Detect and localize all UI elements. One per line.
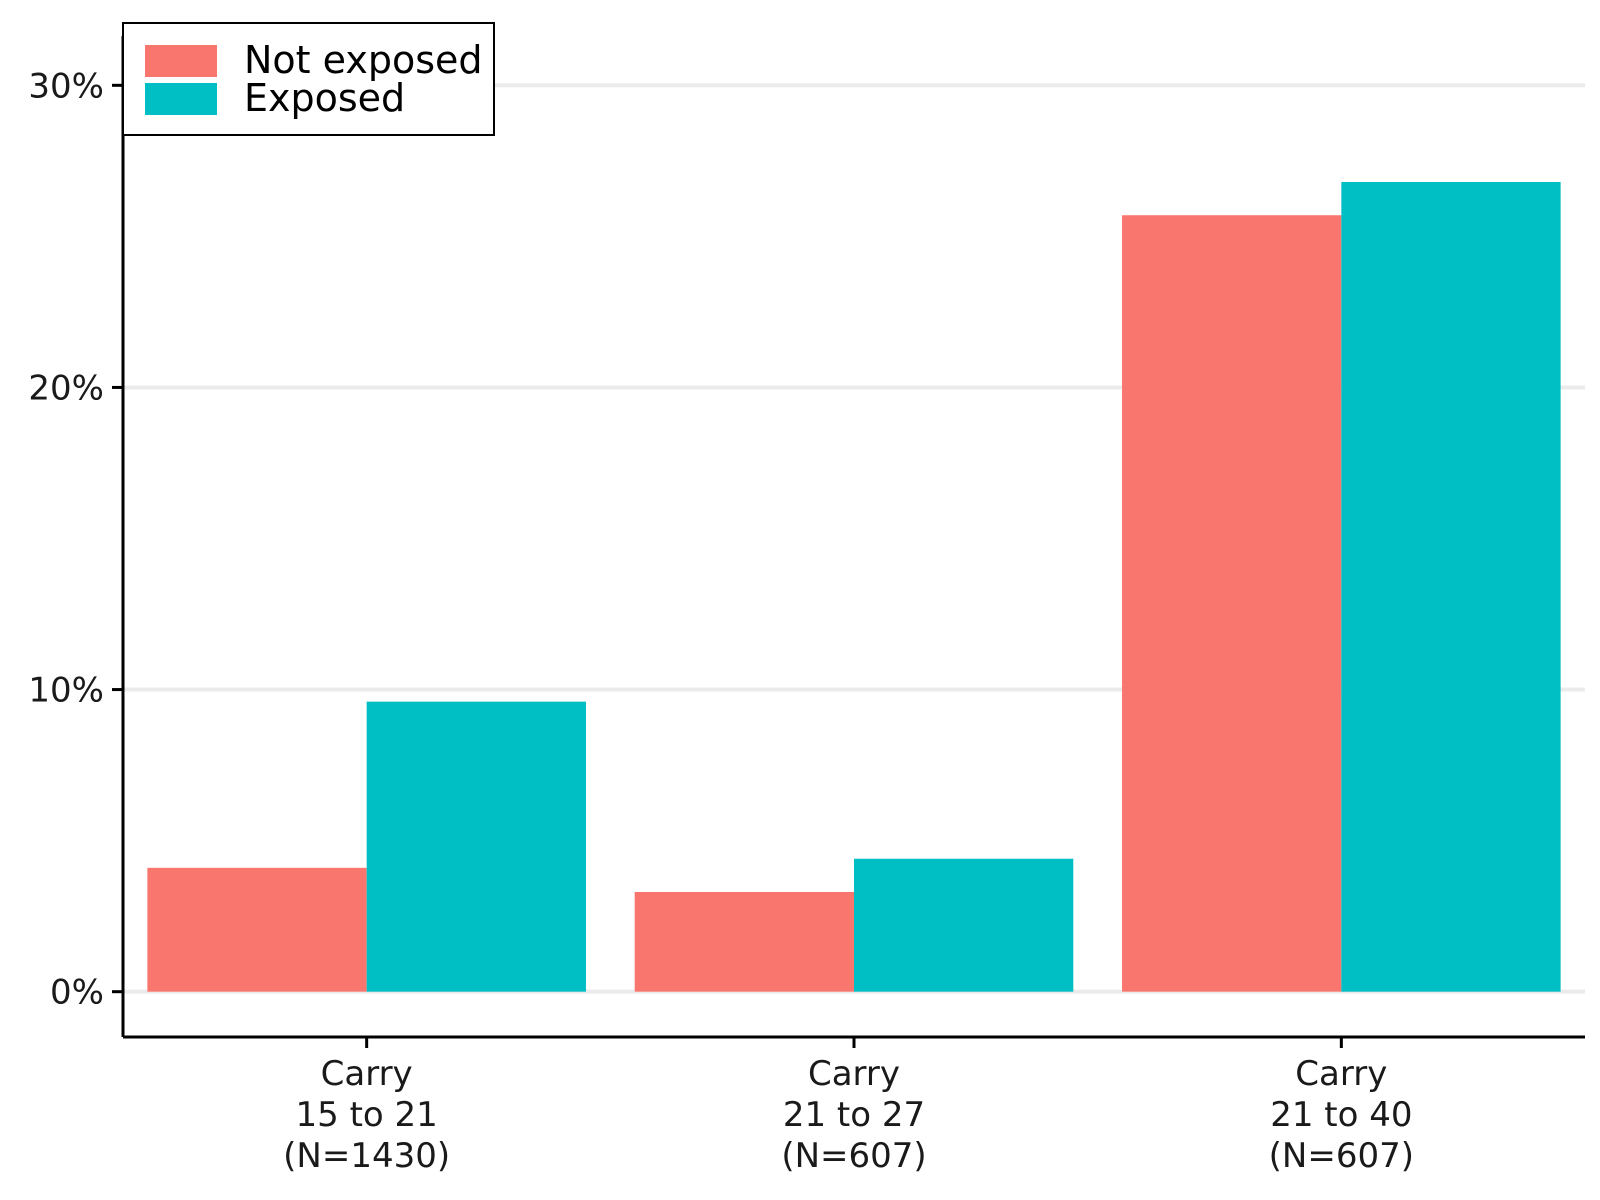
y-tick-label-0: 0%	[50, 973, 104, 1013]
legend-label-exposed: Exposed	[244, 76, 405, 120]
y-tick-label-3: 30%	[28, 66, 104, 106]
legend-key-not-exposed	[145, 45, 217, 77]
x-tick-label-1: Carry 21 to 27 (N=607)	[781, 1054, 926, 1176]
legend-key-exposed	[145, 83, 217, 115]
bars	[147, 181, 1561, 992]
x-tick-label-line: Carry	[1295, 1054, 1387, 1094]
axes: 0%10%20%30%Carry 15 to 21 (N=1430)Carry 21 …	[28, 36, 1585, 1176]
bar-exposed-1	[366, 701, 586, 992]
x-tick-label-2: Carry 21 to 40 (N=607)	[1269, 1054, 1414, 1176]
x-tick-label-line: Carry	[808, 1054, 900, 1094]
x-tick-label-line: 15 to 21	[296, 1095, 438, 1135]
y-tick-label-2: 20%	[28, 368, 104, 408]
x-tick-label-line: Carry	[321, 1054, 413, 1094]
x-tick-label-line: (N=1430)	[283, 1136, 450, 1176]
y-tick-label-1: 10%	[28, 671, 104, 711]
x-tick-label-line: 21 to 27	[783, 1095, 925, 1135]
x-tick-label-0: Carry 15 to 21 (N=1430)	[283, 1054, 450, 1176]
x-tick-label-line: (N=607)	[781, 1136, 926, 1176]
bar-exposed-3	[1341, 181, 1561, 992]
bar-not-exposed-3	[1122, 215, 1342, 992]
x-tick-label-line: 21 to 40	[1270, 1095, 1412, 1135]
bar-exposed-2	[854, 858, 1074, 992]
bar-not-exposed-1	[147, 867, 367, 992]
legend-box	[122, 22, 495, 136]
bar-not-exposed-2	[634, 891, 854, 992]
legend-label-not-exposed: Not exposed	[244, 38, 483, 82]
x-tick-label-line: (N=607)	[1269, 1136, 1414, 1176]
